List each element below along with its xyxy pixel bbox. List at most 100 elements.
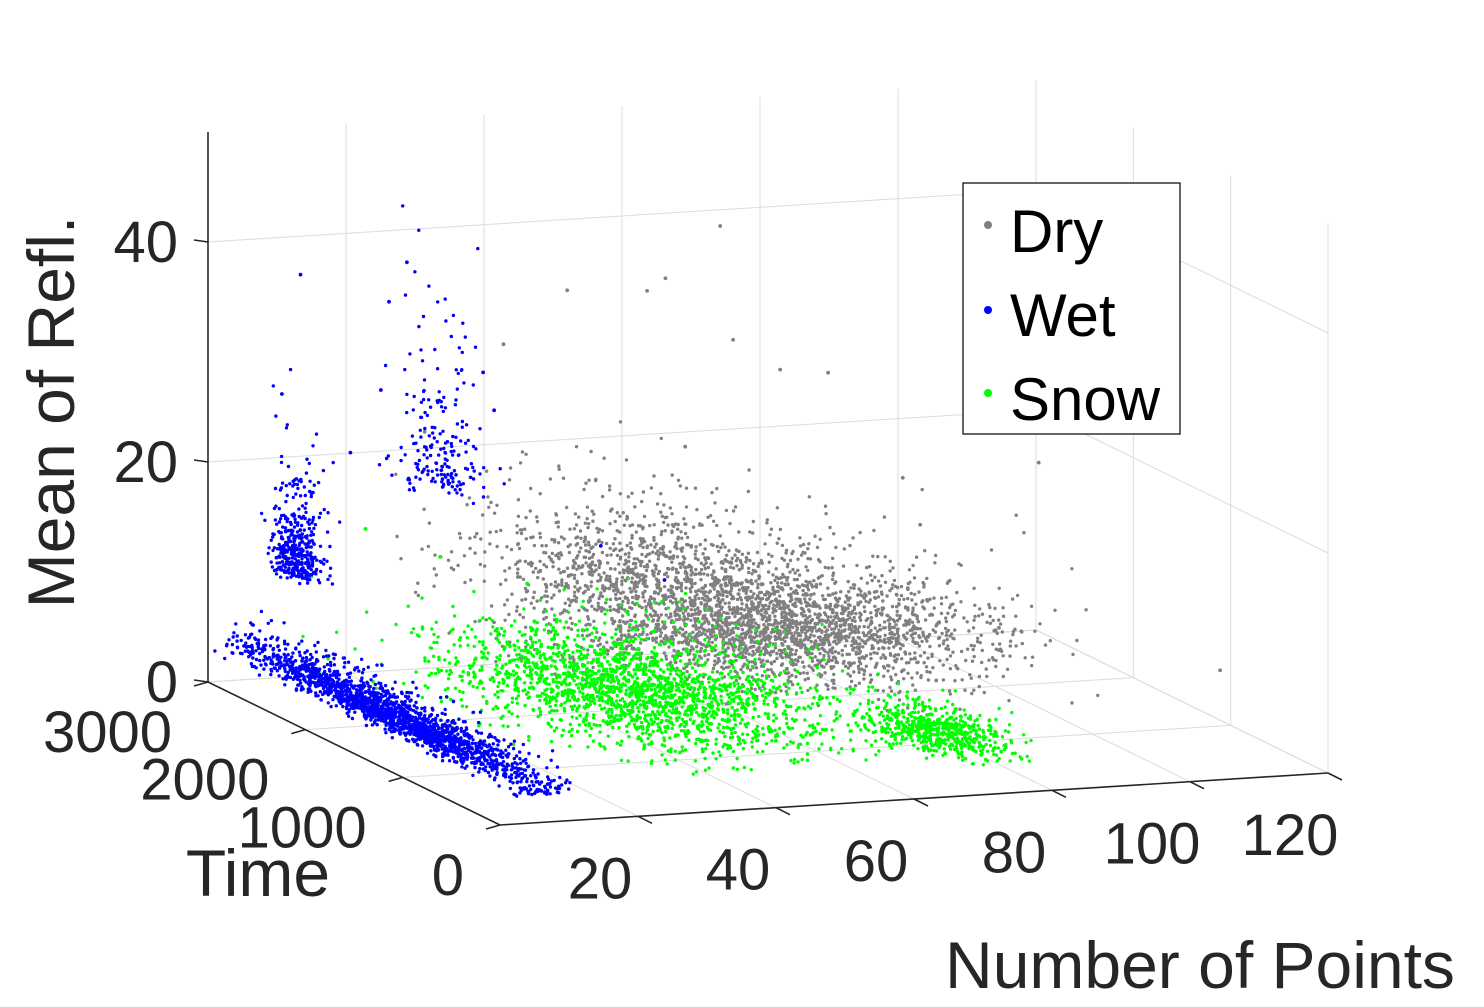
point-dry: [786, 583, 790, 587]
point-dry: [889, 636, 893, 640]
point-dry: [545, 600, 549, 604]
point-snow: [714, 678, 718, 683]
point-snow: [600, 699, 605, 703]
point-dry: [721, 650, 725, 654]
point-dry: [673, 628, 677, 632]
point-dry: [616, 610, 621, 614]
point-dry: [766, 570, 771, 574]
point-dry: [540, 544, 544, 548]
point-dry: [921, 630, 925, 634]
grid-line-floor-x: [897, 638, 1191, 783]
point-dry: [817, 661, 822, 665]
point-dry: [801, 607, 805, 611]
point-dry: [518, 461, 523, 465]
point-dry: [489, 604, 494, 608]
point-dry: [891, 583, 895, 587]
point-snow: [771, 685, 776, 689]
point-dry: [483, 564, 487, 568]
point-dry: [887, 641, 892, 645]
point-snow: [629, 719, 634, 723]
point-dry: [868, 622, 873, 626]
point-dry: [778, 594, 782, 598]
point-snow: [446, 649, 451, 654]
point-dry: [757, 596, 761, 600]
point-dry: [823, 671, 827, 675]
point-snow: [767, 643, 771, 647]
point-dry: [457, 531, 462, 536]
point-dry: [780, 662, 785, 666]
point-dry: [928, 644, 932, 649]
point-dry: [670, 560, 674, 564]
point-dry: [876, 640, 880, 645]
point-dry: [1084, 608, 1088, 612]
point-dry: [821, 594, 825, 598]
point-dry: [834, 591, 838, 595]
point-snow: [432, 640, 436, 645]
point-snow: [571, 650, 575, 655]
point-snow: [726, 683, 730, 688]
point-snow: [478, 618, 482, 623]
point-dry: [679, 585, 683, 590]
point-dry: [694, 623, 698, 628]
point-dry: [542, 563, 546, 567]
point-dry: [896, 627, 900, 631]
point-dry: [1036, 460, 1041, 465]
point-dry: [726, 621, 730, 625]
point-dry: [888, 628, 892, 632]
point-dry: [784, 551, 788, 555]
point-dry: [606, 561, 610, 565]
point-dry: [1070, 701, 1074, 705]
point-dry: [883, 555, 887, 559]
point-dry: [910, 620, 915, 624]
point-dry: [691, 525, 696, 529]
point-snow: [584, 673, 588, 677]
point-snow: [669, 668, 673, 673]
point-dry: [1001, 614, 1006, 618]
point-dry: [808, 557, 813, 561]
point-snow: [460, 678, 464, 683]
point-dry: [744, 560, 748, 564]
point-dry: [768, 617, 772, 622]
point-snow: [622, 700, 627, 704]
point-dry: [717, 613, 722, 617]
point-dry: [446, 558, 451, 562]
point-snow: [543, 678, 548, 682]
point-snow: [755, 672, 759, 677]
point-dry: [907, 568, 912, 572]
point-dry: [653, 545, 657, 549]
point-dry: [829, 665, 833, 669]
point-dry: [693, 619, 697, 624]
point-snow: [522, 607, 526, 611]
point-dry: [687, 563, 692, 568]
point-snow: [695, 693, 699, 697]
point-dry: [1043, 643, 1048, 647]
point-dry: [906, 581, 911, 586]
point-dry: [923, 549, 927, 553]
point-dry: [495, 544, 499, 549]
point-snow: [531, 653, 535, 657]
point-dry: [626, 565, 631, 569]
point-dry: [645, 633, 649, 637]
point-dry: [572, 573, 577, 577]
point-snow: [458, 674, 462, 678]
point-dry: [628, 524, 632, 528]
point-dry: [849, 679, 854, 684]
point-dry: [1070, 567, 1074, 571]
point-dry: [766, 622, 771, 627]
point-dry: [804, 645, 808, 650]
point-dry: [693, 581, 697, 586]
point-dry: [538, 492, 542, 496]
point-dry: [602, 585, 607, 590]
point-dry: [803, 600, 808, 604]
point-dry: [741, 614, 746, 618]
point-dry: [675, 570, 679, 575]
point-snow: [662, 738, 667, 743]
point-snow: [751, 715, 755, 720]
point-dry: [591, 665, 595, 670]
point-snow: [605, 660, 610, 664]
point-dry: [982, 690, 986, 695]
point-dry: [670, 590, 675, 595]
point-dry: [891, 666, 895, 670]
point-dry: [644, 568, 649, 573]
point-dry: [638, 524, 643, 528]
